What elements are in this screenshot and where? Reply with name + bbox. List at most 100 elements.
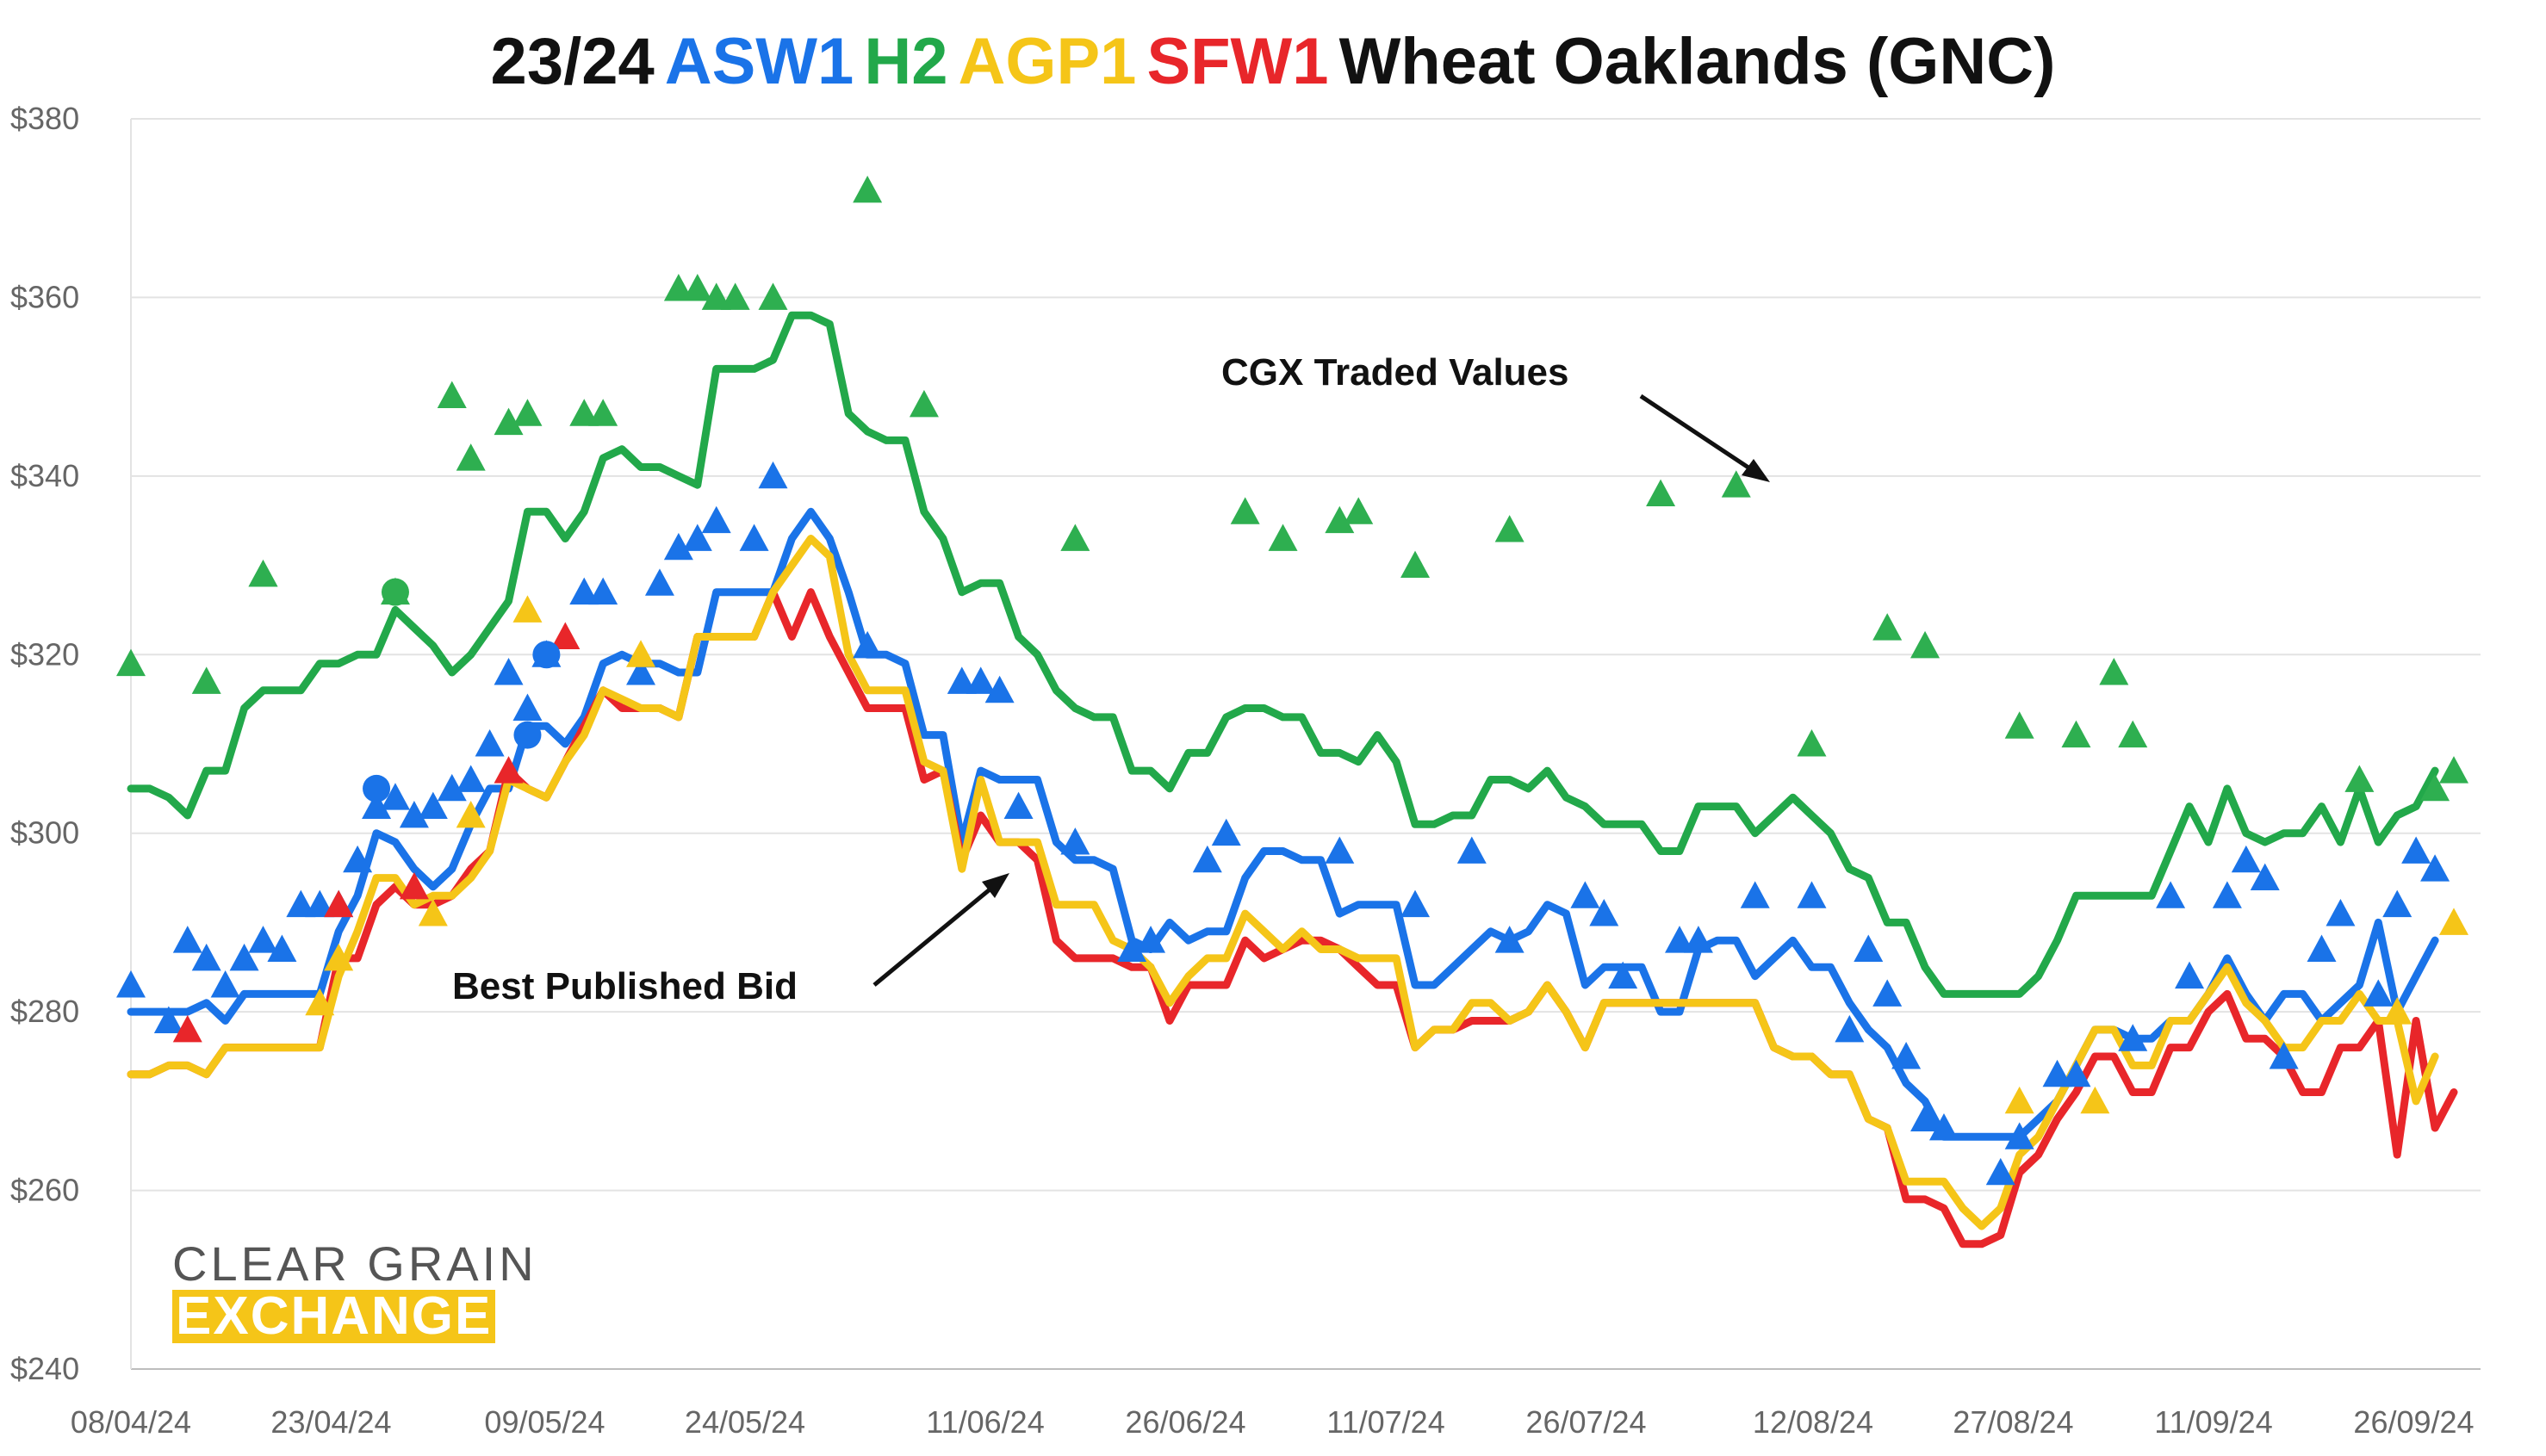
- marker-agp1: [2004, 1086, 2034, 1114]
- marker-h2: [1872, 613, 1903, 641]
- title-location: Wheat Oaklands (GNC): [1338, 25, 2056, 98]
- x-tick-label: 26/06/24: [1125, 1404, 1245, 1440]
- marker-asw1: [2363, 979, 2394, 1007]
- marker-asw1: [229, 943, 259, 971]
- marker-asw1: [1456, 836, 1487, 864]
- marker-asw1: [210, 970, 240, 998]
- y-tick-label: $340: [10, 458, 79, 493]
- marker-h2: [437, 381, 467, 408]
- marker-asw1: [2326, 899, 2356, 926]
- marker-asw1: [2231, 845, 2261, 873]
- marker-asw1: [380, 783, 410, 810]
- marker-h2: [1721, 470, 1751, 498]
- marker-asw1: [1117, 934, 1147, 962]
- annotation-cgx-arrowhead: [1742, 459, 1770, 482]
- traded-value-markers: [116, 175, 2468, 1186]
- marker-asw1: [418, 791, 448, 820]
- marker-asw1-dots: [363, 774, 391, 802]
- marker-h2: [1060, 524, 1090, 551]
- marker-h2: [1344, 497, 1374, 524]
- x-tick-label: 11/07/24: [1326, 1404, 1444, 1440]
- annotations: CGX Traded Values Best Published Bid: [452, 351, 1770, 1007]
- marker-asw1: [286, 889, 316, 918]
- annotation-bid-arrowhead: [982, 873, 1009, 898]
- marker-asw1: [1060, 827, 1090, 855]
- marker-h2-dots: [381, 578, 409, 606]
- marker-agp1: [2080, 1086, 2110, 1114]
- marker-h2: [909, 389, 939, 418]
- marker-asw1: [739, 524, 769, 551]
- y-axis-ticks: $380 $360 $340 $320 $300 $280 $260 $240: [10, 101, 79, 1386]
- marker-h2: [701, 282, 731, 310]
- marker-h2: [116, 648, 146, 677]
- marker-asw1: [1211, 818, 1241, 846]
- marker-asw1: [1608, 961, 1638, 989]
- y-tick-label: $240: [10, 1351, 79, 1386]
- series-lines: [127, 311, 2458, 1248]
- marker-h2: [456, 443, 486, 471]
- marker-asw1: [966, 666, 996, 694]
- marker-h2: [512, 399, 543, 426]
- x-tick-label: 11/09/24: [2154, 1404, 2272, 1440]
- marker-asw1: [569, 577, 599, 605]
- marker-asw1: [1928, 1112, 1959, 1141]
- marker-agp1: [456, 800, 486, 828]
- marker-asw1: [1665, 926, 1694, 953]
- marker-agp1: [305, 988, 335, 1016]
- marker-asw1: [1854, 934, 1884, 962]
- logo-line-2: EXCHANGE: [172, 1290, 496, 1343]
- marker-asw1: [267, 934, 297, 962]
- title-sfw1: SFW1: [1146, 25, 1329, 98]
- marker-asw1: [984, 675, 1015, 703]
- marker-agp1: [2439, 908, 2468, 935]
- marker-asw1: [2118, 1024, 2148, 1051]
- marker-asw1: [172, 926, 202, 953]
- marker-asw1: [1570, 881, 1600, 908]
- marker-asw1: [512, 693, 543, 721]
- marker-h2: [1268, 524, 1298, 551]
- marker-h2: [663, 274, 693, 301]
- annotation-best-published-bid: Best Published Bid: [452, 965, 798, 1007]
- marker-asw1: [1797, 881, 1827, 908]
- x-tick-label: 23/04/24: [270, 1404, 391, 1440]
- marker-h2: [1230, 497, 1260, 524]
- marker-sfw1: [324, 889, 354, 918]
- marker-asw1: [362, 791, 392, 820]
- marker-asw1: [1891, 1042, 1922, 1069]
- marker-h2: [2004, 711, 2034, 739]
- marker-asw1: [2382, 889, 2412, 918]
- x-axis-ticks: 08/04/24 23/04/24 09/05/24 24/05/24 11/06/24…: [71, 1404, 2475, 1440]
- marker-asw1: [644, 568, 674, 596]
- y-tick-label: $260: [10, 1173, 79, 1208]
- marker-asw1: [701, 505, 731, 534]
- marker-asw1: [2420, 854, 2450, 882]
- marker-asw1-dots: [513, 721, 542, 749]
- marker-asw1: [116, 970, 146, 998]
- marker-asw1: [191, 943, 221, 971]
- chart-title: 23/24 ASW1 H2 AGP1 SFW1 Wheat Oaklands (GNC): [0, 24, 2546, 99]
- marker-sfw1: [550, 622, 581, 649]
- marker-h2: [2344, 765, 2375, 792]
- marker-asw1: [1494, 926, 1524, 953]
- marker-asw1: [1325, 836, 1355, 864]
- marker-asw1: [1985, 1157, 2015, 1186]
- marker-asw1: [2250, 863, 2280, 891]
- marker-asw1: [1136, 926, 1166, 953]
- marker-h2: [2061, 720, 2091, 748]
- marker-sfw1: [172, 1014, 202, 1043]
- marker-asw1: [399, 800, 429, 828]
- marker-asw1: [1740, 881, 1770, 908]
- marker-asw1: [1400, 889, 1431, 918]
- marker-asw1: [2269, 1042, 2299, 1069]
- marker-h2: [682, 274, 712, 301]
- marker-asw1: [1910, 1104, 1941, 1132]
- marker-asw1: [1589, 899, 1619, 926]
- marker-sfw1: [399, 871, 429, 900]
- x-tick-label: 12/08/24: [1753, 1404, 1873, 1440]
- marker-asw1: [2042, 1059, 2072, 1087]
- marker-h2: [720, 282, 750, 310]
- y-tick-label: $360: [10, 279, 79, 314]
- marker-h2: [1325, 505, 1355, 534]
- series-line-h2: [127, 311, 2439, 998]
